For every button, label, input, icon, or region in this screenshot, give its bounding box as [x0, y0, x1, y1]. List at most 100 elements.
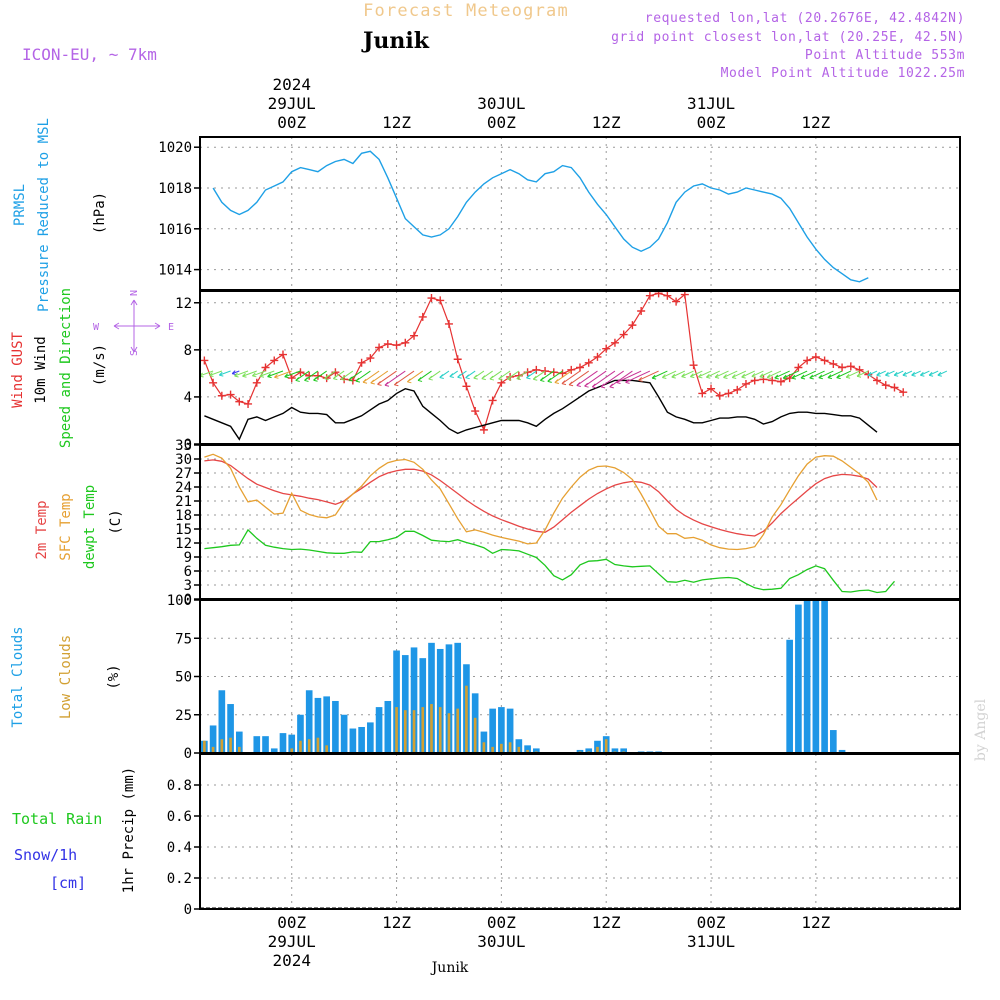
total-cloud-bar [821, 600, 828, 753]
wind-arrow [741, 370, 755, 378]
gust-marker [252, 378, 261, 387]
wind-arrow [592, 370, 616, 388]
total-cloud-bar [533, 748, 540, 753]
wind-arrow [698, 370, 712, 378]
gust-marker [873, 376, 882, 385]
wind-arrow-head [274, 373, 279, 379]
low-cloud-bar [229, 737, 232, 753]
wind-arrow-head [697, 373, 703, 379]
gust-marker [383, 339, 392, 348]
total-cloud-bar [830, 730, 837, 753]
y-tick-label: 21 [175, 494, 192, 510]
gust-marker [768, 376, 777, 385]
gust-marker [602, 344, 611, 353]
wind-arrow-head [723, 374, 728, 379]
wind-arrow-head [818, 374, 823, 380]
y-tick-label: 0 [184, 746, 192, 762]
point-altitude: Point Altitude 553m [805, 48, 965, 63]
wind-arrow [782, 370, 799, 379]
wind-arrow [600, 370, 624, 388]
total-cloud-bar [218, 690, 226, 753]
wind-arrow-head [661, 374, 667, 379]
wind-arrow [616, 370, 642, 383]
wind-arrow-head [671, 373, 676, 379]
time-label-bottom: 12Z [801, 913, 830, 932]
gust-marker [331, 368, 340, 377]
wind-arrow-head [449, 373, 454, 379]
wind-arrow-head [600, 383, 606, 389]
gust-marker [593, 352, 602, 361]
frame-layer [199, 136, 961, 910]
wind-arrow [638, 370, 659, 381]
time-label-top: 30JUL [477, 94, 525, 113]
wind-arrow [681, 370, 694, 378]
wind-arrow [885, 370, 895, 376]
wind-arrow-head [489, 375, 495, 381]
compass-s: S [129, 350, 140, 356]
total-cloud-bar [314, 697, 322, 753]
gust-marker [637, 307, 646, 316]
data-layer [199, 150, 960, 909]
wind-arrow [219, 370, 231, 376]
wind-arrow [809, 370, 825, 379]
total-cloud-bar [506, 708, 514, 753]
wind-arrow [384, 370, 406, 386]
gust-marker [846, 362, 855, 371]
low-cloud-bar [491, 746, 494, 753]
wind-arrow [845, 370, 860, 378]
time-label-top: 12Z [382, 113, 411, 132]
wind-arrow-head [540, 377, 545, 382]
total-cloud-bar [524, 745, 531, 753]
wind-arrow-head [584, 382, 589, 388]
total-cloud-bar [235, 731, 243, 753]
wind-arrow [766, 370, 782, 378]
dew-label: dewpt Temp [82, 485, 98, 569]
gust-marker [209, 378, 218, 387]
wind-arrow [800, 370, 817, 379]
wind-arrow [234, 370, 249, 377]
rain-label: Total Rain [12, 810, 102, 828]
direction-label: Speed and Direction [58, 288, 74, 448]
wind-arrow [370, 370, 389, 384]
wind-arrow [242, 370, 257, 377]
wind-arrow [407, 370, 424, 383]
y-tick-label: 0 [184, 437, 192, 453]
wind-arrow [818, 370, 834, 379]
wind-arrow-head [731, 374, 737, 379]
gust-marker [523, 368, 532, 377]
wind-label: 10m Wind [33, 336, 49, 403]
wind-arrow [267, 370, 284, 378]
wind-arrow-head [332, 375, 338, 381]
y-tick-label: 8 [184, 343, 192, 359]
gust-marker [200, 356, 209, 365]
total-cloud-bar [410, 647, 418, 753]
total-cloud-bar [253, 736, 261, 753]
model-label: ICON-EU, ~ 7km [22, 45, 157, 64]
wind-arrow-head [616, 379, 621, 385]
wind-arrow [274, 370, 292, 378]
wind-arrow-head [218, 371, 224, 377]
wind-arrow-head [242, 372, 247, 378]
low-cloud-bar [500, 743, 503, 753]
low-cloud-bar [465, 685, 468, 753]
time-label-bottom: 29JUL [268, 932, 316, 951]
y-tick-label: 0.2 [167, 871, 192, 887]
gust-marker [794, 363, 803, 372]
gust-marker [741, 379, 750, 388]
wind-arrow [252, 370, 266, 377]
total-cloud-bar [349, 728, 357, 753]
gust-marker [479, 425, 488, 434]
grid-layer [200, 137, 960, 910]
time-label-bottom: 00Z [697, 913, 726, 932]
total-cloud-bar [297, 714, 304, 753]
wind-arrow [584, 370, 607, 387]
gust-marker [855, 365, 864, 374]
y-tick-label: 75 [175, 631, 192, 647]
wind-arrow-head [473, 374, 478, 380]
wind-arrow-head [340, 375, 346, 381]
y-tick-label: 0.6 [167, 809, 192, 825]
wind-unit: (m/s) [92, 344, 108, 386]
total-cloud-bar [812, 600, 820, 753]
low-cloud-bar [238, 746, 241, 753]
low-cloud-bar [482, 742, 486, 753]
